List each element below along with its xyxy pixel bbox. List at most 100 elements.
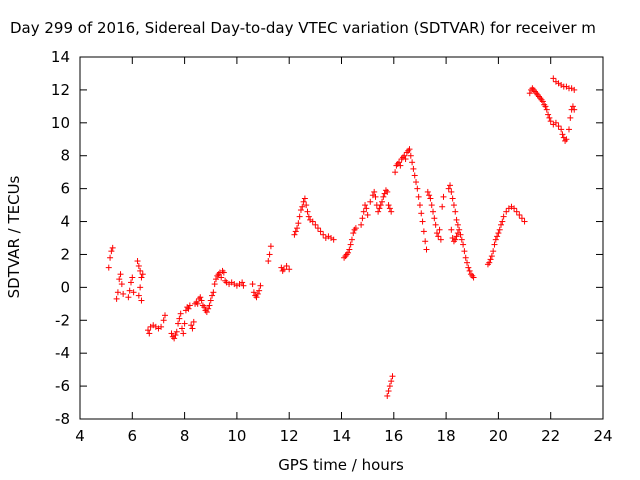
data-point: [450, 202, 457, 209]
data-point: [139, 271, 146, 278]
data-point: [172, 332, 179, 339]
data-point: [539, 98, 546, 105]
data-point: [372, 193, 379, 200]
plot-border: [79, 56, 604, 420]
data-point: [218, 274, 225, 281]
data-point: [439, 203, 446, 210]
data-point: [397, 162, 404, 169]
data-point: [194, 300, 201, 307]
data-point: [426, 192, 433, 199]
data-point: [257, 282, 264, 289]
data-point: [266, 251, 273, 258]
data-point: [299, 203, 306, 210]
data-point: [292, 228, 299, 235]
data-point: [447, 182, 454, 189]
data-point: [120, 290, 127, 297]
data-point: [177, 310, 184, 317]
data-point: [134, 258, 141, 265]
data-point: [435, 233, 442, 240]
y-tick-label: 2: [60, 245, 70, 263]
y-tick-label: 10: [51, 114, 70, 132]
data-point: [178, 325, 185, 332]
x-tick-label: 24: [593, 427, 612, 445]
data-point: [168, 330, 175, 337]
data-point: [436, 226, 443, 233]
y-tick-label: 0: [60, 278, 70, 296]
data-point: [303, 202, 310, 209]
data-point: [490, 248, 497, 255]
data-point: [380, 193, 387, 200]
data-point: [413, 179, 420, 186]
x-tick-label: 10: [227, 427, 246, 445]
data-point: [432, 221, 439, 228]
data-point: [518, 215, 525, 222]
data-point: [107, 254, 114, 261]
data-point: [571, 86, 578, 93]
data-point: [503, 208, 510, 215]
data-point: [189, 325, 196, 332]
data-point: [511, 205, 518, 212]
data-point: [186, 302, 193, 309]
x-tick-label: 18: [437, 427, 456, 445]
data-point: [375, 208, 382, 215]
data-point: [543, 106, 550, 113]
data-point: [516, 211, 523, 218]
data-point: [209, 292, 216, 299]
data-point: [105, 264, 112, 271]
data-point: [453, 216, 460, 223]
y-tick-label: -4: [55, 344, 70, 362]
data-point: [410, 165, 417, 172]
data-point: [452, 208, 459, 215]
data-point: [312, 221, 319, 228]
data-point: [175, 320, 182, 327]
data-point: [386, 383, 393, 390]
data-point: [526, 90, 533, 97]
data-point: [392, 169, 399, 176]
data-point: [550, 75, 557, 82]
data-point: [314, 225, 321, 232]
data-series: [105, 75, 578, 399]
data-point: [430, 208, 437, 215]
data-point: [431, 215, 438, 222]
data-point: [555, 123, 562, 130]
data-point: [130, 289, 137, 296]
y-tick-label: 12: [51, 81, 70, 99]
data-point: [566, 126, 573, 133]
data-point: [379, 198, 386, 205]
data-point: [470, 274, 477, 281]
x-axis-label: GPS time / hours: [278, 456, 404, 474]
data-point: [197, 294, 204, 301]
data-point: [138, 274, 145, 281]
data-point: [352, 225, 359, 232]
x-axis: 4 6 8 10 12 14 16 18 20 22 24: [75, 57, 613, 445]
chart-title: Day 299 of 2016, Sidereal Day-to-day VTE…: [10, 19, 596, 37]
data-point: [513, 208, 520, 215]
x-tick-label: 12: [280, 427, 299, 445]
data-point: [109, 244, 116, 251]
data-point: [116, 276, 123, 283]
data-point: [500, 213, 507, 220]
data-point: [127, 279, 134, 286]
data-point: [456, 226, 463, 233]
data-point: [129, 274, 136, 281]
data-point: [448, 188, 455, 195]
data-point: [388, 208, 395, 215]
data-point: [345, 249, 352, 256]
data-point: [206, 302, 213, 309]
data-point: [367, 198, 374, 205]
data-point: [452, 236, 459, 243]
data-point: [454, 230, 461, 237]
data-point: [362, 202, 369, 209]
data-point: [448, 226, 455, 233]
data-point: [210, 289, 217, 296]
data-point: [330, 236, 337, 243]
data-point: [415, 193, 422, 200]
data-point: [188, 322, 195, 329]
data-point: [203, 309, 210, 316]
data-point: [207, 297, 214, 304]
data-point: [280, 266, 287, 273]
data-point: [567, 114, 574, 121]
data-point: [461, 248, 468, 255]
y-tick-label: 8: [60, 147, 70, 165]
data-point: [422, 238, 429, 245]
